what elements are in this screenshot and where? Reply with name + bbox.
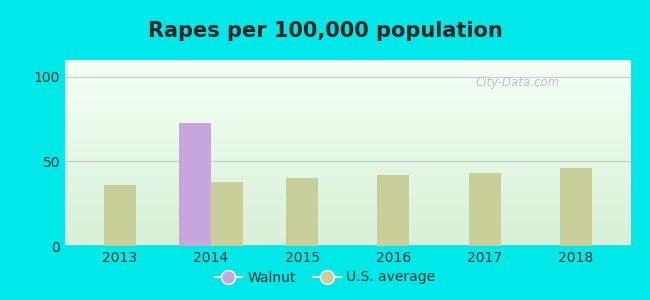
Bar [211, 182, 243, 246]
Bar [286, 178, 318, 246]
Bar [469, 173, 500, 246]
Legend: Walnut, U.S. average: Walnut, U.S. average [209, 265, 441, 290]
Text: City-Data.com: City-Data.com [475, 76, 560, 89]
Bar [179, 123, 211, 246]
Bar [104, 185, 136, 246]
Bar [378, 175, 410, 246]
Bar [560, 168, 592, 246]
Text: Rapes per 100,000 population: Rapes per 100,000 population [148, 21, 502, 41]
